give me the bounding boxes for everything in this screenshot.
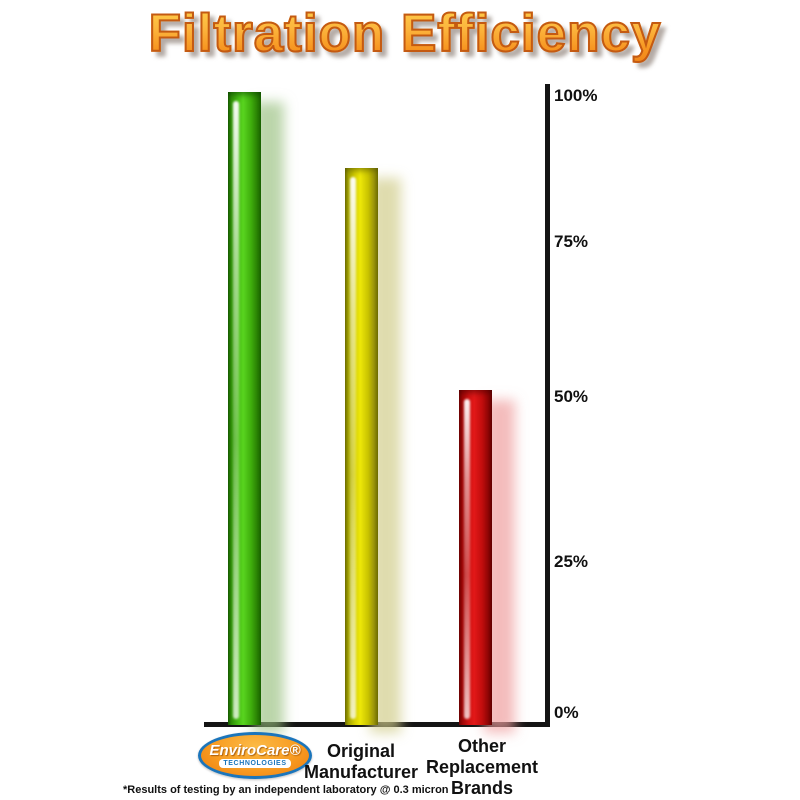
y-tick-label-50: 50% — [554, 387, 589, 406]
page-title-text: Filtration Efficiency — [45, 3, 765, 64]
y-axis-line — [545, 84, 550, 727]
envirocare-logo-sub-text: TECHNOLOGIES — [219, 759, 291, 768]
category-label-original-manufacturer: Original Manufacturer — [280, 741, 442, 783]
bar-envirocare — [228, 92, 261, 725]
y-tick-label-75: 75% — [554, 232, 589, 251]
category-label-line: Original — [326, 741, 395, 761]
y-tick-label-25: 25% — [554, 552, 589, 571]
bar-highlight — [350, 177, 356, 719]
bar-original-manufacturer — [345, 168, 378, 725]
category-label-line: Replacement — [425, 757, 539, 777]
page-title-shadow: Filtration Efficiency — [50, 8, 770, 69]
category-label-line: Other — [457, 736, 506, 756]
y-tick-label-0: 0% — [554, 703, 579, 722]
footnote-text: *Results of testing by an independent la… — [123, 784, 449, 796]
category-label-line: Manufacturer — [303, 762, 419, 782]
envirocare-logo: EnviroCare® TECHNOLOGIES — [198, 732, 312, 779]
bar-highlight — [233, 101, 239, 719]
envirocare-logo-brand-text: EnviroCare® — [209, 742, 301, 759]
category-label-other-replacement-brands: Other Replacement Brands — [402, 736, 562, 799]
category-label-line: Brands — [450, 778, 513, 798]
bar-highlight — [464, 399, 470, 719]
y-tick-label-100: 100% — [554, 86, 598, 105]
bar-other-replacement-brands — [459, 390, 492, 725]
page-title: Filtration Efficiency Filtration Efficie… — [45, 3, 765, 70]
